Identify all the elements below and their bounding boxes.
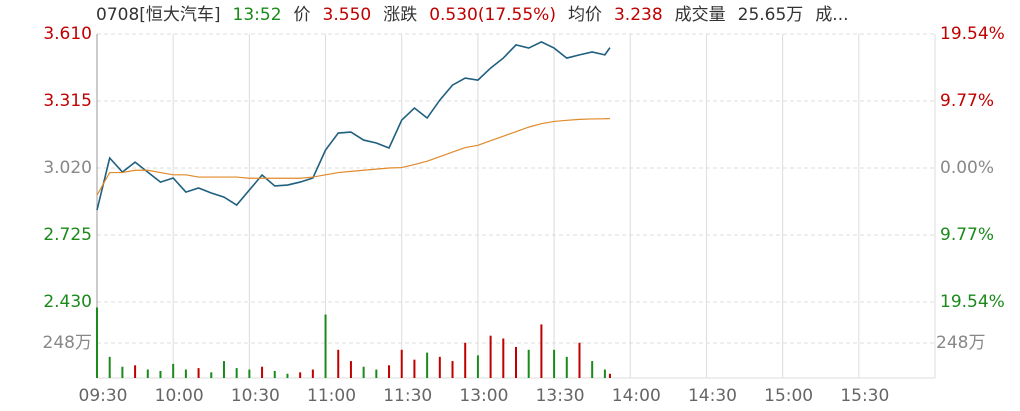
x-tick-label: 11:30 (383, 386, 432, 406)
volume-bar (400, 349, 403, 378)
y-tick-label: 3.315 (43, 91, 92, 111)
volume-bar (553, 349, 556, 378)
volume-bar (375, 369, 378, 378)
x-tick-label: 10:00 (155, 386, 204, 406)
volume-bar (349, 361, 352, 378)
volume-bar (502, 338, 505, 378)
volume-bar (426, 352, 429, 378)
volume-bar (608, 373, 611, 378)
x-tick-label: 11:00 (307, 386, 356, 406)
header-item: 涨跌 (383, 5, 417, 25)
header-item: 3.238 (614, 5, 663, 25)
header-item: 0.530(17.55%) (429, 5, 556, 25)
header-item: 13:52 (233, 5, 282, 25)
volume-bar (197, 368, 200, 378)
volume-bar (413, 359, 416, 378)
volume-bar (134, 365, 137, 378)
volume-bar (527, 349, 530, 378)
volume-bar (362, 366, 365, 378)
y-tick-label: 3.020 (43, 158, 92, 178)
volume-bar (210, 372, 213, 378)
y-tick-label: 2.430 (43, 292, 92, 312)
volume-bar (451, 361, 454, 378)
header-item: 成... (815, 5, 848, 25)
x-tick-label: 10:30 (231, 386, 280, 406)
x-tick-label: 09:30 (79, 386, 128, 406)
x-tick-label: 13:00 (459, 386, 508, 406)
y2-tick-label: 19.54% (940, 24, 1005, 44)
volume-bar (591, 361, 594, 378)
volume-bar (476, 355, 479, 378)
y-tick-label: 2.725 (43, 225, 92, 245)
header-item: 价 (294, 5, 311, 25)
volume-bar (146, 369, 149, 378)
volume-bar (96, 307, 98, 378)
volume-bar (172, 363, 175, 378)
volume-bar (438, 356, 441, 378)
volume-bar (311, 369, 314, 378)
volume-bar (286, 373, 289, 378)
price-line (96, 117, 610, 196)
volume-bar (261, 366, 264, 378)
volume-bar (388, 365, 391, 378)
volume-bar (273, 370, 276, 378)
price-line (96, 41, 611, 211)
volume-bar (324, 314, 327, 378)
header-item: 3.550 (323, 5, 372, 25)
header-item: 25.65万 (738, 5, 804, 25)
x-tick-label: 15:00 (764, 386, 813, 406)
volume-bar (515, 346, 517, 378)
y-tick-label: 3.610 (43, 24, 92, 44)
volume-bar (540, 324, 543, 378)
volume-bar (159, 370, 162, 378)
y2-tick-label: 0.00% (940, 158, 994, 178)
volume-tick-label: 248万 (43, 333, 92, 353)
volume-bar (603, 369, 606, 378)
y2-tick-label: 9.77% (940, 225, 994, 245)
header-item: 0708[恒大汽车] (96, 5, 221, 25)
volume-bar (248, 369, 251, 378)
volume-bar (578, 342, 581, 378)
volume-bar (235, 368, 238, 378)
x-tick-label: 14:30 (688, 386, 737, 406)
header-item: 均价 (568, 5, 602, 25)
volume-bar (565, 356, 568, 378)
volume-bar (464, 342, 467, 378)
volume-bar (337, 349, 340, 378)
volume-bar (121, 366, 124, 378)
volume-bar (108, 356, 111, 378)
volume-bar (222, 361, 225, 378)
x-tick-label: 13:30 (536, 386, 585, 406)
volume-bar (184, 369, 187, 378)
volume-bar (299, 372, 302, 378)
volume-tick-label: 248万 (936, 333, 985, 353)
y2-tick-label: 9.77% (940, 91, 994, 111)
header-item: 成交量 (675, 5, 726, 25)
header: 0708[恒大汽车] 13:52 价 3.550 涨跌 0.530(17.55%) 均价 3.… (96, 5, 849, 25)
x-tick-label: 15:30 (840, 386, 889, 406)
x-tick-label: 14:00 (612, 386, 661, 406)
volume-bar (489, 335, 492, 378)
y2-tick-label: 19.54% (940, 292, 1005, 312)
